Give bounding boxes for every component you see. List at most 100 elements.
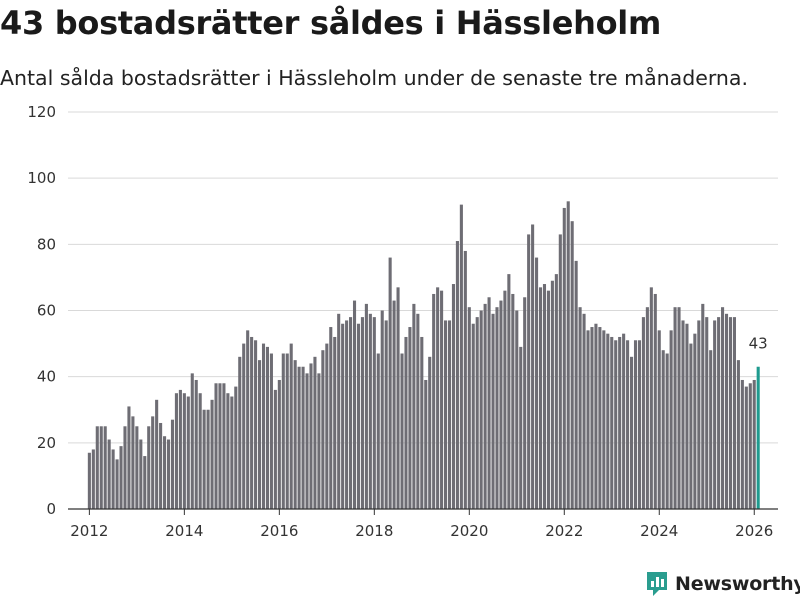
- bar: [234, 386, 238, 509]
- bar: [352, 300, 357, 509]
- bar: [206, 409, 210, 509]
- bar: [198, 393, 202, 509]
- chart-title: 43 bostadsrätter såldes i Hässleholm: [0, 4, 661, 42]
- bar: [626, 340, 630, 509]
- bar: [123, 426, 127, 509]
- bar: [503, 290, 507, 509]
- bar: [455, 241, 459, 509]
- bar: [143, 456, 147, 509]
- x-axis-ticks: 2012 2014 2016 2018 2020 2022 2024 2026: [70, 509, 773, 540]
- bar: [372, 317, 376, 509]
- bar: [447, 320, 452, 509]
- bar: [748, 383, 752, 509]
- bar: [258, 360, 262, 510]
- bar: [250, 336, 254, 509]
- bar: [586, 330, 590, 509]
- bar: [598, 327, 602, 509]
- bar: [301, 366, 305, 509]
- bar: [590, 327, 594, 509]
- data-label-latest: 43: [749, 335, 768, 353]
- bar: [182, 393, 186, 509]
- y-tick-label: 40: [37, 368, 56, 386]
- x-tick-label: 2022: [545, 522, 583, 540]
- bar: [562, 207, 566, 509]
- bar-chart: 0 20 40 60 80 100 120 2012 2014 2016 2018 2020 2022…: [27, 103, 778, 540]
- bar: [689, 343, 693, 509]
- bar: [697, 320, 701, 509]
- bar: [139, 439, 143, 509]
- bar: [649, 287, 653, 509]
- bar: [507, 274, 511, 509]
- bar: [558, 234, 562, 509]
- bar: [230, 396, 234, 509]
- y-tick-label: 20: [37, 434, 56, 452]
- y-tick-label: 60: [37, 302, 56, 320]
- bar: [578, 307, 582, 509]
- bar: [289, 343, 293, 509]
- y-tick-label: 80: [37, 235, 56, 253]
- bar: [396, 287, 400, 509]
- chart-subtitle: Antal sålda bostadsrätter i Hässleholm u…: [0, 66, 748, 90]
- bar: [325, 343, 329, 509]
- bar: [119, 446, 123, 509]
- bar: [574, 260, 578, 510]
- bar: [186, 396, 190, 509]
- bar: [151, 416, 155, 509]
- bar: [170, 419, 175, 509]
- bar: [630, 356, 634, 509]
- bar: [665, 353, 669, 509]
- bar: [349, 317, 353, 509]
- bar: [527, 234, 531, 509]
- bar: [273, 389, 277, 509]
- bar: [641, 317, 645, 509]
- bar: [246, 330, 250, 509]
- bar: [463, 250, 467, 509]
- bar: [582, 313, 586, 509]
- bar-latest: [756, 366, 760, 509]
- bar: [432, 293, 436, 509]
- bar: [210, 399, 214, 509]
- bar: [531, 224, 535, 510]
- bar: [622, 333, 626, 509]
- x-tick-label: 2016: [260, 522, 298, 540]
- x-tick-label: 2012: [70, 522, 108, 540]
- bar: [190, 373, 194, 509]
- bar: [416, 313, 420, 509]
- bar: [261, 343, 266, 509]
- bar: [685, 323, 689, 509]
- bar: [709, 350, 713, 509]
- bar: [420, 336, 424, 509]
- bar: [174, 393, 178, 509]
- bar: [254, 340, 258, 509]
- bar: [277, 379, 281, 509]
- bar: [127, 406, 131, 509]
- bar: [728, 317, 733, 509]
- bar: [610, 336, 614, 509]
- bar: [329, 327, 333, 509]
- bar: [404, 336, 408, 509]
- bar: [740, 379, 744, 509]
- bar: [594, 323, 598, 509]
- bar: [669, 330, 673, 509]
- bar: [523, 297, 527, 509]
- bar: [103, 426, 107, 509]
- x-tick-label: 2024: [640, 522, 678, 540]
- bar: [412, 303, 416, 509]
- y-tick-label: 0: [46, 500, 56, 518]
- bar: [305, 373, 309, 509]
- bar: [376, 353, 380, 509]
- bar: [519, 346, 523, 509]
- bar: [554, 274, 558, 509]
- bar: [159, 422, 163, 509]
- bar: [321, 350, 325, 509]
- bar: [467, 307, 471, 509]
- bar: [499, 300, 503, 509]
- bar: [317, 373, 321, 509]
- bar: [202, 409, 206, 509]
- bar: [606, 333, 610, 509]
- bar: [226, 393, 230, 509]
- bar: [495, 307, 499, 509]
- newsworthy-logo-icon: [647, 572, 667, 596]
- bar: [681, 320, 685, 509]
- bar: [436, 287, 440, 509]
